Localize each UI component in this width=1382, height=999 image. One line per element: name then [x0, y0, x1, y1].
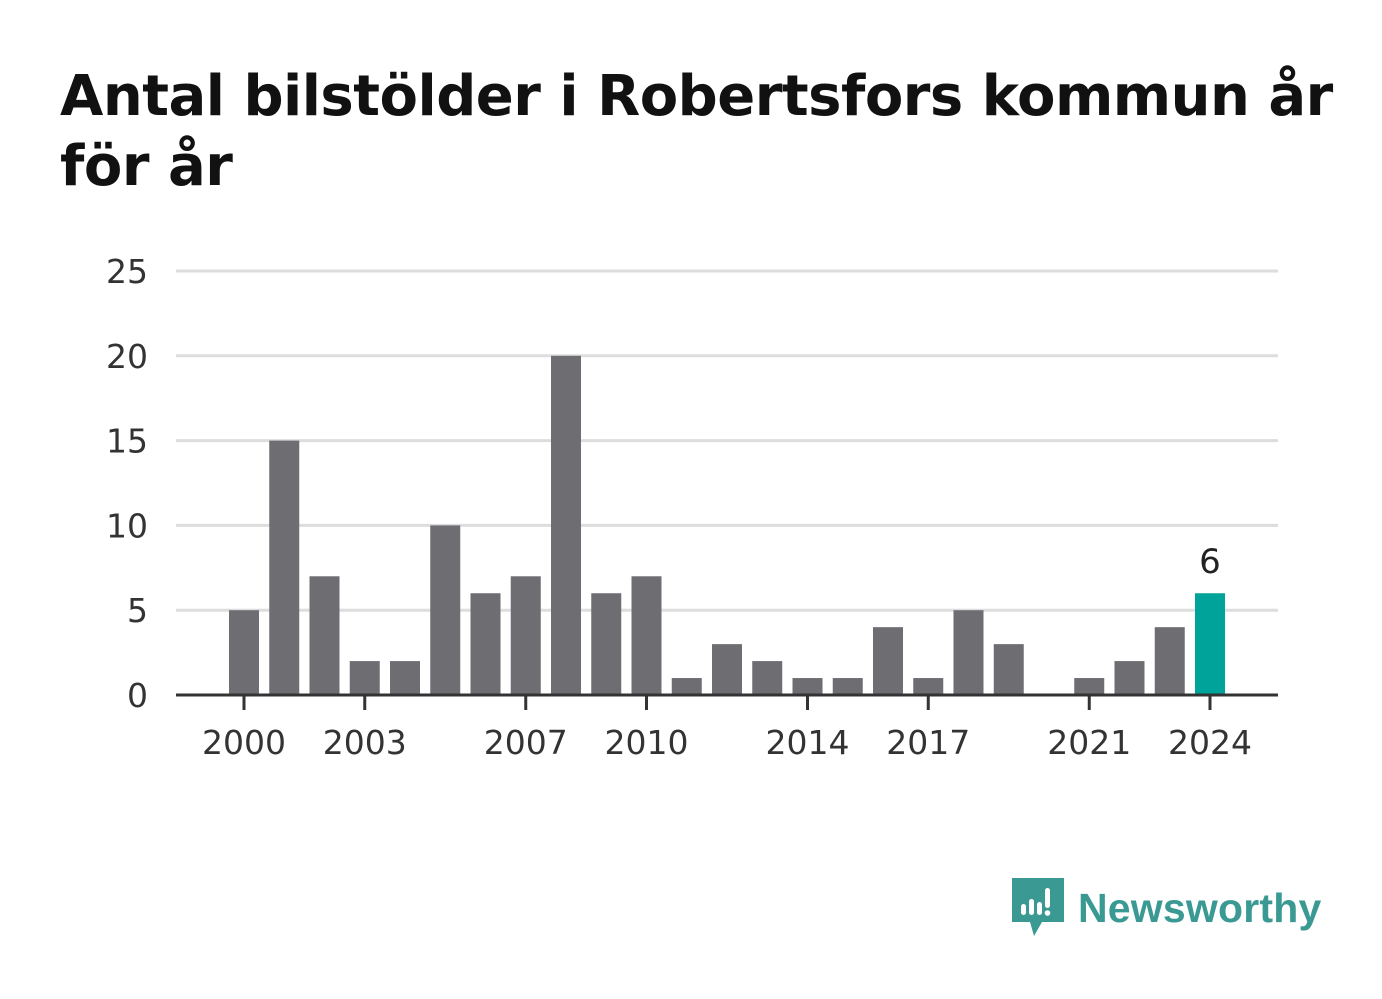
bar: [510, 576, 541, 695]
brand-name: Newsworthy: [1078, 884, 1322, 931]
data-label: 6: [1199, 542, 1221, 582]
bar: [712, 644, 742, 695]
y-tick-label: 5: [127, 591, 148, 630]
bar: [832, 678, 863, 695]
y-tick-label: 10: [106, 506, 148, 545]
x-tick-label: 2007: [484, 723, 568, 762]
bar: [671, 678, 702, 695]
x-tick-label: 2003: [323, 723, 407, 762]
x-tick-label: 2024: [1168, 723, 1252, 762]
bar: [631, 576, 662, 695]
y-tick-label: 20: [106, 337, 148, 376]
bar: [349, 661, 380, 695]
newsworthy-logo: Newsworthy: [1012, 878, 1322, 938]
y-tick-label: 15: [106, 422, 148, 461]
bar: [309, 576, 340, 695]
bars: [229, 355, 1225, 695]
bar: [1114, 661, 1145, 695]
bar-highlighted: [1195, 593, 1225, 695]
bar: [430, 525, 461, 695]
bar: [752, 661, 783, 695]
bar: [1074, 678, 1105, 695]
bar: [229, 610, 259, 695]
x-axis-ticks: 2000 2003 2007 2010 2014 2017 2021 2024: [202, 695, 1252, 762]
data-labels: 6: [1199, 542, 1221, 582]
bar: [913, 678, 944, 695]
bar: [873, 627, 903, 695]
bar: [551, 355, 581, 695]
x-tick-label: 2021: [1047, 723, 1131, 762]
x-tick-label: 2010: [605, 723, 689, 762]
gridlines: [176, 269, 1278, 612]
bar: [390, 661, 420, 695]
bar: [993, 644, 1024, 695]
bar: [792, 678, 823, 695]
y-tick-label: 0: [127, 676, 148, 715]
bar: [591, 593, 622, 695]
bar: [1154, 627, 1185, 695]
bar: [953, 610, 984, 695]
newsworthy-logo-icon: [1012, 878, 1064, 936]
y-axis-ticks: 0 5 10 15 20 25: [106, 252, 148, 715]
y-tick-label: 25: [106, 252, 148, 291]
chart-title: Antal bilstölder i Robertsfors kommun år…: [60, 64, 1333, 199]
x-tick-label: 2014: [766, 723, 850, 762]
bar: [269, 440, 300, 695]
bar: [470, 593, 501, 695]
x-tick-label: 2000: [202, 723, 286, 762]
x-tick-label: 2017: [886, 723, 970, 762]
